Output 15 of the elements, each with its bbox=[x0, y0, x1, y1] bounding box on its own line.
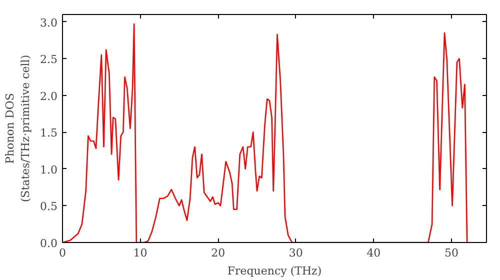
y-tick-label: 1.0 bbox=[40, 163, 58, 176]
x-tick-label: 40 bbox=[366, 246, 381, 260]
x-tick-label: 50 bbox=[444, 246, 458, 260]
x-tick-label: 0 bbox=[59, 246, 66, 260]
y-tick-label: 0.0 bbox=[40, 237, 58, 250]
y-tick-label: 3.0 bbox=[40, 16, 58, 30]
y-tick-label: 0.5 bbox=[40, 200, 58, 214]
x-tick-label: 30 bbox=[288, 246, 303, 260]
x-tick-label: 10 bbox=[133, 246, 148, 260]
y-tick-label: 2.0 bbox=[40, 90, 58, 103]
y-axis-title: Phonon DOS (States/THz·primitive cell) bbox=[3, 54, 32, 202]
x-tick-label: 20 bbox=[211, 246, 226, 260]
x-axis-title: Frequency (THz) bbox=[227, 264, 322, 278]
y-tick-label: 2.5 bbox=[40, 53, 58, 66]
y-tick-label: 1.5 bbox=[40, 126, 58, 140]
